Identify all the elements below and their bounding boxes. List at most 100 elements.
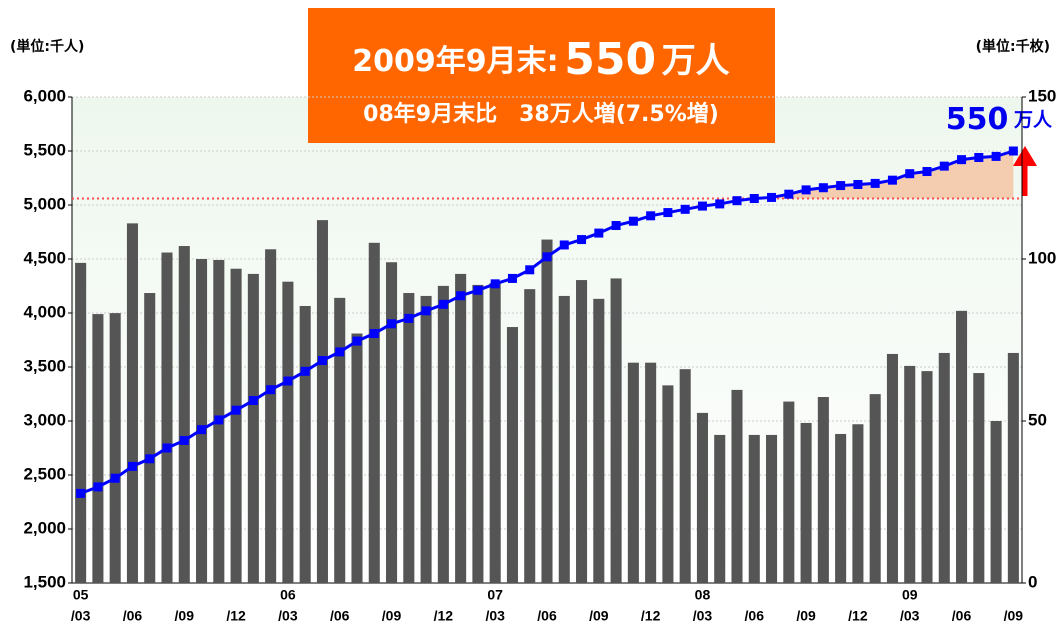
x-tick-label: /03 (71, 608, 91, 624)
y2-tick-label: 100 (1028, 248, 1056, 267)
marker (922, 167, 932, 177)
marker (749, 194, 759, 204)
x-year-label: 07 (487, 587, 503, 603)
bar (334, 297, 346, 583)
marker (836, 181, 846, 191)
y-tick-label: 4,000 (23, 302, 66, 321)
marker (559, 240, 569, 250)
marker (473, 285, 483, 295)
bar (351, 333, 363, 583)
bar (75, 262, 87, 583)
x-year-label: 05 (73, 587, 89, 603)
bar (869, 394, 881, 583)
bar (178, 246, 190, 584)
marker (179, 435, 189, 445)
bar (783, 401, 795, 583)
marker (248, 395, 258, 405)
x-tick-label: /09 (796, 608, 816, 624)
x-year-label: 06 (280, 587, 296, 603)
bar (886, 353, 898, 583)
title-part: 550 (564, 34, 656, 85)
marker (611, 221, 621, 231)
y2-tick-label: 150 (1028, 86, 1056, 105)
y-tick-label: 4,500 (23, 248, 66, 267)
marker (628, 216, 638, 226)
x-tick-label: /06 (745, 608, 765, 624)
marker (853, 179, 863, 189)
bar (489, 282, 501, 583)
bar (92, 314, 104, 583)
marker (76, 488, 86, 498)
y2-tick-label: 0 (1028, 572, 1037, 591)
y2-axis-label: (単位:千枚) (976, 38, 1050, 55)
x-tick-label: /03 (693, 608, 713, 624)
marker (335, 347, 345, 357)
marker (507, 273, 517, 283)
marker (266, 385, 276, 395)
marker (162, 443, 172, 453)
marker (214, 415, 224, 425)
bar (938, 352, 950, 583)
marker (1008, 146, 1018, 156)
marker (93, 482, 103, 492)
bar (230, 268, 242, 583)
x-year-label: 08 (695, 587, 711, 603)
bar (731, 389, 743, 583)
bar (645, 362, 657, 583)
x-tick-label: /06 (537, 608, 557, 624)
marker (300, 366, 310, 376)
y-tick-label: 3,500 (23, 356, 66, 375)
x-tick-label: /03 (485, 608, 505, 624)
marker (421, 306, 431, 316)
bar (144, 293, 156, 583)
marker (197, 425, 207, 435)
x-tick-label: /12 (848, 608, 868, 624)
bar (610, 278, 622, 583)
marker (577, 235, 587, 245)
bar (990, 421, 1002, 583)
marker (870, 178, 880, 188)
bar (126, 223, 138, 584)
x-tick-label: /09 (175, 608, 195, 624)
marker (387, 319, 397, 329)
title-part: 万人 (662, 41, 730, 81)
bar (506, 327, 518, 583)
marker (145, 454, 155, 464)
bar (524, 289, 536, 583)
bar (662, 385, 674, 583)
marker (663, 208, 673, 218)
x-tick-label: /06 (330, 608, 350, 624)
marker (404, 313, 414, 323)
bar (196, 259, 208, 583)
marker (438, 299, 448, 309)
bar (1007, 352, 1019, 583)
x-tick-label: /03 (900, 608, 920, 624)
bar (714, 434, 726, 583)
x-year-label: 09 (902, 587, 918, 603)
marker (525, 265, 535, 275)
y-tick-label: 3,000 (23, 410, 66, 429)
x-tick-label: /09 (1004, 608, 1024, 624)
marker (594, 228, 604, 238)
marker (939, 161, 949, 171)
marker (646, 211, 656, 221)
bar (627, 362, 639, 583)
bar (679, 369, 691, 583)
y-tick-label: 6,000 (23, 86, 66, 105)
arrow (1013, 146, 1037, 196)
highlight-area (754, 151, 1014, 199)
bar (247, 273, 259, 583)
bar (800, 422, 812, 583)
marker (905, 169, 915, 179)
bar (109, 313, 121, 583)
marker (127, 461, 137, 471)
bar (558, 295, 570, 583)
marker (801, 185, 811, 195)
bar (282, 281, 294, 583)
x-tick-label: /09 (382, 608, 402, 624)
y-tick-label: 1,500 (23, 572, 66, 591)
bar (403, 293, 415, 583)
marker (680, 204, 690, 214)
marker (231, 405, 241, 415)
